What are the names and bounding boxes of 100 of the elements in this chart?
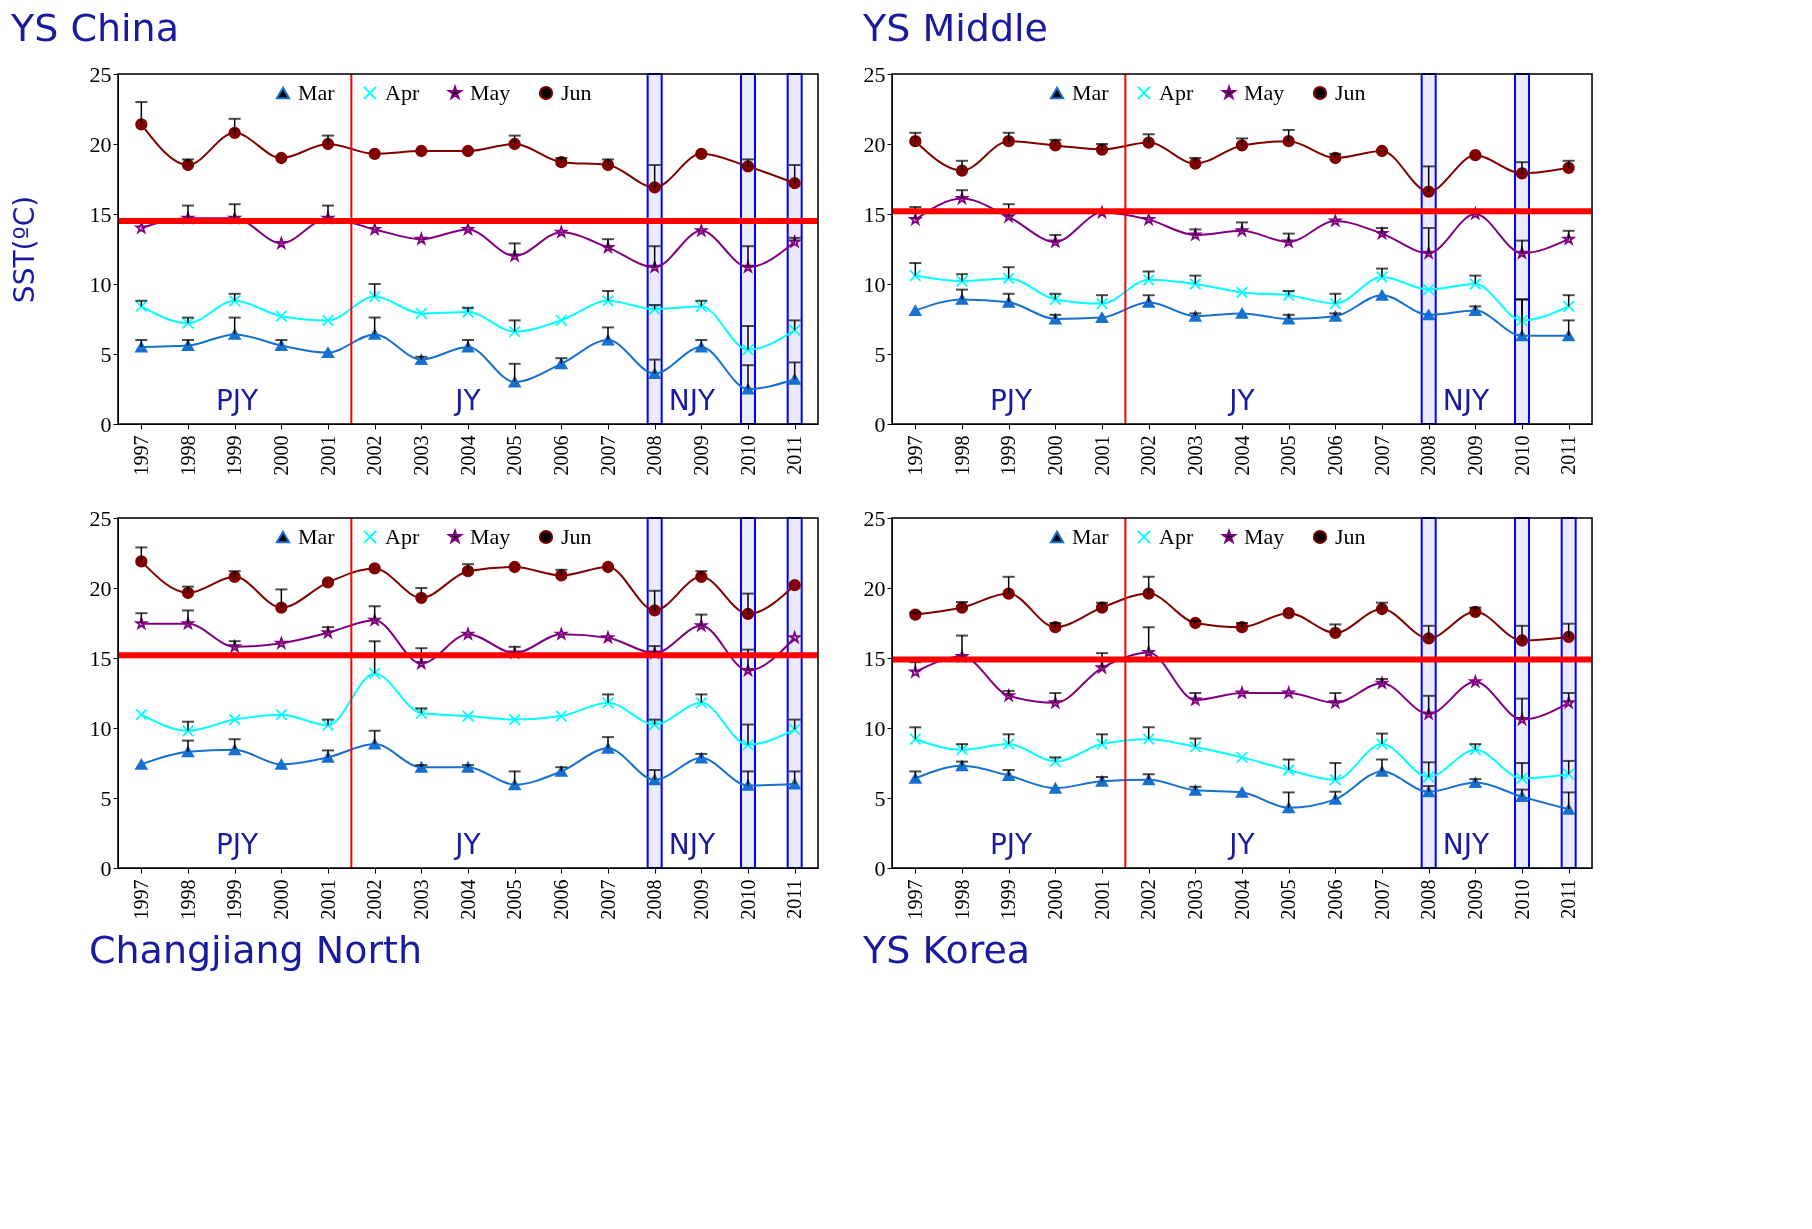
point — [1469, 149, 1482, 162]
point — [1142, 296, 1155, 308]
annotation: JY — [453, 384, 482, 417]
point — [135, 300, 148, 313]
point — [368, 738, 381, 750]
chart-title: YS Middle — [862, 6, 1048, 50]
x-tick-label: 2000 — [1043, 435, 1066, 476]
x-tick-label: 2003 — [409, 879, 432, 920]
annotation: NJY — [1442, 384, 1491, 417]
point — [1235, 751, 1249, 764]
x-tick-label: 1998 — [950, 435, 973, 476]
x-tick-label: 2003 — [1183, 879, 1206, 920]
point — [1002, 272, 1015, 285]
x-tick-label: 2010 — [1510, 435, 1533, 476]
point — [601, 560, 615, 574]
point — [275, 151, 288, 165]
point — [181, 724, 195, 737]
annotation: PJY — [989, 384, 1034, 417]
y-tick-label: 10 — [89, 715, 112, 741]
point — [415, 307, 428, 320]
point — [555, 314, 568, 327]
legend-label: Apr — [385, 80, 420, 105]
point — [1422, 770, 1435, 784]
x-tick-label: 2001 — [316, 879, 339, 920]
point — [1422, 185, 1435, 198]
point — [1049, 755, 1062, 768]
point — [695, 570, 708, 583]
point — [1422, 283, 1435, 296]
point — [1329, 297, 1342, 310]
point — [368, 328, 381, 340]
point — [788, 723, 801, 736]
point — [1189, 784, 1202, 796]
x-tick-label: 2001 — [316, 435, 339, 476]
y-tick-label: 25 — [863, 505, 886, 531]
x-tick-label: 2001 — [1090, 435, 1113, 476]
point — [648, 604, 661, 617]
annotation: NJY — [668, 828, 717, 861]
point — [1562, 630, 1575, 644]
x-tick-label: 1997 — [903, 435, 926, 476]
legend-label: May — [470, 80, 511, 105]
y-tick-label: 25 — [89, 61, 112, 87]
x-tick-label: 1997 — [129, 435, 152, 476]
point — [275, 758, 288, 770]
point — [1002, 135, 1015, 148]
point — [1329, 793, 1342, 805]
point — [955, 275, 969, 288]
text: YS Korea — [862, 928, 1031, 972]
x-tick-label: 1999 — [997, 879, 1020, 920]
x-tick-label: 2009 — [689, 879, 712, 920]
x-tick-label: 1997 — [903, 879, 926, 920]
point — [228, 294, 241, 307]
y-tick-label: 15 — [863, 645, 886, 671]
point — [909, 733, 922, 746]
point — [741, 343, 755, 356]
point — [275, 601, 288, 614]
legend-label: May — [1244, 524, 1285, 549]
point — [1562, 161, 1575, 174]
point — [508, 249, 521, 262]
x-tick-label: 2003 — [409, 435, 432, 476]
point — [1095, 737, 1109, 751]
y-tick-label: 15 — [89, 645, 112, 671]
x-tick-label: 2008 — [643, 879, 666, 920]
point — [1282, 135, 1295, 148]
point — [415, 591, 428, 604]
point — [555, 709, 568, 723]
point — [1002, 770, 1015, 782]
point — [368, 667, 381, 680]
point — [1422, 786, 1435, 798]
point — [1235, 307, 1249, 319]
annotation: JY — [1227, 828, 1256, 861]
x-tick-label: 2009 — [689, 435, 712, 476]
x-tick-label: 2011 — [783, 435, 806, 475]
x-tick-label: 2006 — [549, 879, 572, 920]
x-tick-label: 2006 — [1323, 879, 1346, 920]
point — [1329, 626, 1342, 639]
point — [1469, 277, 1482, 291]
point — [909, 772, 922, 784]
point — [1142, 587, 1155, 600]
y-tick-label: 5 — [874, 341, 886, 367]
point — [321, 314, 335, 327]
point — [1095, 312, 1109, 324]
legend-label: Jun — [561, 80, 592, 105]
point — [909, 269, 922, 282]
point — [1189, 157, 1202, 170]
x-tick-label: 1999 — [223, 879, 246, 920]
point — [461, 144, 475, 158]
annotation: JY — [1227, 384, 1256, 417]
point — [415, 144, 428, 158]
legend-label: Jun — [561, 524, 592, 549]
point — [955, 743, 969, 756]
point — [1282, 802, 1295, 814]
point — [601, 696, 615, 709]
point — [508, 713, 521, 726]
point — [135, 758, 148, 770]
point — [461, 709, 475, 723]
point — [555, 569, 568, 582]
y-tick-label: 10 — [863, 715, 886, 741]
legend-label: Apr — [1159, 524, 1194, 549]
point — [1562, 330, 1575, 342]
point — [909, 135, 922, 148]
